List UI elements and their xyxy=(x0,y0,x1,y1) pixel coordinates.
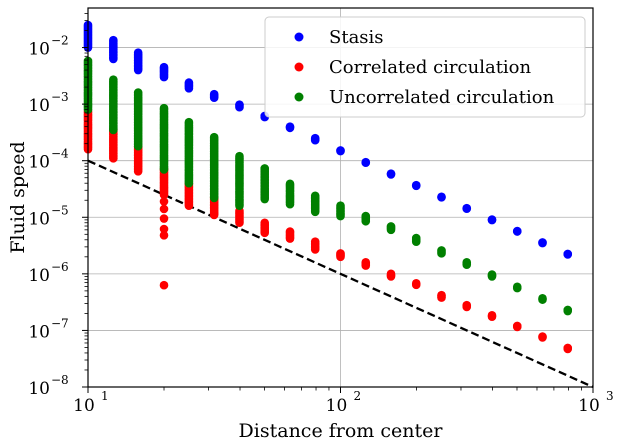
data-point-correlated-circulation xyxy=(437,293,446,302)
data-point-stasis xyxy=(538,238,547,248)
data-point-correlated-circulation xyxy=(235,218,244,228)
y-tick-label: 10 xyxy=(28,379,50,399)
data-point-uncorrelated-circulation xyxy=(184,178,194,188)
data-point-correlated-circulation xyxy=(310,245,320,254)
data-point-uncorrelated-circulation xyxy=(159,165,169,174)
data-point-correlated-circulation xyxy=(361,261,371,270)
y-tick-label: 10 xyxy=(28,209,50,229)
data-point-correlated-circulation xyxy=(209,210,219,220)
data-point-correlated-circulation xyxy=(487,312,497,321)
data-point-uncorrelated-circulation xyxy=(437,249,446,258)
legend-label: Correlated circulation xyxy=(329,57,532,78)
x-tick-label: 10 xyxy=(326,396,348,416)
data-point-stasis xyxy=(386,170,396,179)
data-point-uncorrelated-circulation xyxy=(209,193,219,203)
y-tick-label: 10 xyxy=(28,322,50,342)
data-point-correlated-circulation xyxy=(109,154,118,163)
data-point-uncorrelated-circulation xyxy=(361,216,371,226)
data-point-correlated-circulation xyxy=(285,234,295,243)
legend: Stasis Correlated circulation Uncorrelated… xyxy=(264,16,586,118)
data-point-uncorrelated-circulation xyxy=(336,211,345,221)
data-point-stasis xyxy=(184,84,194,93)
y-tick-label: 10 xyxy=(28,96,50,116)
legend-marker xyxy=(294,92,304,102)
data-point-stasis xyxy=(133,65,143,75)
data-point-uncorrelated-circulation xyxy=(462,260,472,270)
legend-label: Stasis xyxy=(329,27,384,48)
data-point-stasis xyxy=(411,181,421,191)
data-point-correlated-circulation xyxy=(159,280,169,290)
y-axis-label: Fluid speed xyxy=(7,141,29,253)
data-points xyxy=(83,20,573,354)
data-point-correlated-circulation xyxy=(159,214,169,223)
series-uncorrelated-circulation xyxy=(83,56,573,316)
data-point-correlated-circulation xyxy=(159,197,169,206)
y-tick-label: 10 xyxy=(28,266,50,286)
y-tick-exponent: −8 xyxy=(51,373,69,387)
data-point-stasis xyxy=(563,250,573,259)
data-point-stasis xyxy=(209,93,219,102)
x-tick-exponent: 2 xyxy=(354,389,362,403)
data-point-stasis xyxy=(462,204,472,213)
y-tick-exponent: −4 xyxy=(51,147,69,161)
data-point-uncorrelated-circulation xyxy=(563,306,573,316)
data-point-uncorrelated-circulation xyxy=(133,141,143,151)
data-point-correlated-circulation xyxy=(563,344,573,354)
x-tick-label: 10 xyxy=(73,396,95,416)
data-point-uncorrelated-circulation xyxy=(411,237,421,247)
data-point-correlated-circulation xyxy=(133,166,143,176)
axis-ticks: 10 1 10 2 10 310 −810 −710 −610 −510 −410 −310 −2 xyxy=(28,13,614,416)
y-tick-exponent: −7 xyxy=(51,316,69,330)
data-point-correlated-circulation xyxy=(512,322,522,332)
data-point-stasis xyxy=(285,123,295,133)
data-point-uncorrelated-circulation xyxy=(260,194,270,204)
data-point-correlated-circulation xyxy=(462,302,472,312)
data-point-uncorrelated-circulation xyxy=(386,225,396,235)
reference-dashed-line xyxy=(87,159,594,389)
data-point-stasis xyxy=(336,146,345,156)
data-point-uncorrelated-circulation xyxy=(487,272,497,281)
data-point-stasis xyxy=(512,227,522,236)
data-point-correlated-circulation xyxy=(411,280,421,290)
data-point-correlated-circulation xyxy=(260,228,270,238)
data-point-stasis xyxy=(361,158,371,168)
x-tick-label: 10 xyxy=(578,396,600,416)
y-tick-label: 10 xyxy=(28,40,50,60)
data-point-stasis xyxy=(487,215,497,225)
y-tick-exponent: −6 xyxy=(51,260,69,274)
data-point-stasis xyxy=(437,193,446,202)
data-point-uncorrelated-circulation xyxy=(285,199,295,209)
y-tick-exponent: −5 xyxy=(51,203,69,217)
x-tick-exponent: 3 xyxy=(606,389,614,403)
y-tick-exponent: −3 xyxy=(51,90,69,104)
data-point-uncorrelated-circulation xyxy=(109,125,118,135)
x-tick-exponent: 1 xyxy=(101,389,109,403)
data-point-uncorrelated-circulation xyxy=(310,207,320,217)
data-point-stasis xyxy=(235,102,244,112)
data-point-uncorrelated-circulation xyxy=(235,201,244,211)
data-point-uncorrelated-circulation xyxy=(538,295,547,304)
data-point-stasis xyxy=(159,72,169,82)
legend-marker xyxy=(294,62,304,72)
reference-line-group xyxy=(87,159,594,389)
data-point-correlated-circulation xyxy=(184,201,194,211)
data-point-correlated-circulation xyxy=(538,333,547,342)
data-point-stasis xyxy=(310,135,320,145)
y-tick-label: 10 xyxy=(28,153,50,173)
data-point-correlated-circulation xyxy=(386,272,396,281)
data-point-uncorrelated-circulation xyxy=(512,283,522,293)
x-axis-label: Distance from center xyxy=(239,420,444,442)
data-point-stasis xyxy=(109,54,118,64)
y-tick-exponent: −2 xyxy=(51,34,69,48)
legend-label: Uncorrelated circulation xyxy=(329,87,555,108)
legend-box xyxy=(264,16,586,118)
data-point-correlated-circulation xyxy=(159,224,169,234)
data-point-correlated-circulation xyxy=(159,190,169,200)
data-point-correlated-circulation xyxy=(159,204,169,214)
data-point-correlated-circulation xyxy=(159,231,169,240)
legend-marker xyxy=(294,32,304,42)
data-point-correlated-circulation xyxy=(336,252,345,262)
